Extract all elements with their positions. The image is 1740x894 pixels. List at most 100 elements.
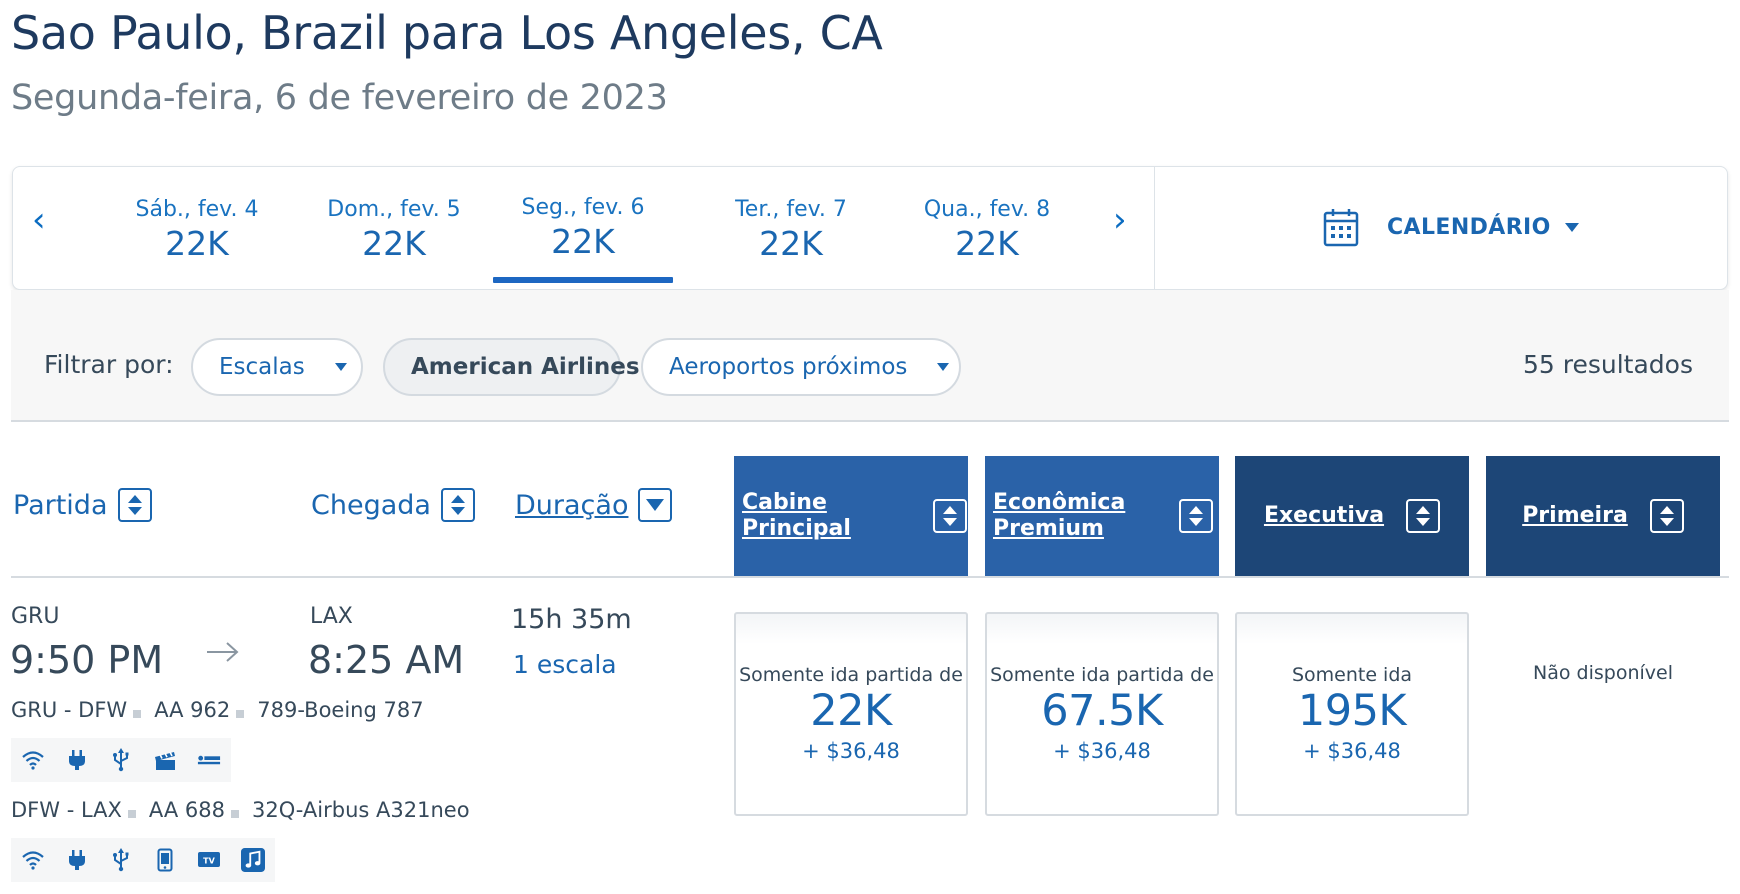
separator-square bbox=[230, 810, 239, 818]
caret-down-icon bbox=[1564, 222, 1579, 232]
route-title: Sao Paulo, Brazil para Los Angeles, CA bbox=[11, 6, 883, 60]
origin-code: GRU bbox=[11, 604, 60, 629]
date-option-sun-feb-5[interactable]: Dom., fev. 5 22K bbox=[304, 197, 484, 263]
tv-icon: TV bbox=[197, 848, 221, 872]
fare-label: Somente ida partida de bbox=[739, 664, 963, 686]
nearby-airports-dropdown[interactable]: Aeroportos próximos bbox=[641, 338, 961, 396]
sort-arrival-header[interactable]: Chegada bbox=[311, 488, 475, 522]
fare-first-unavailable: Não disponível bbox=[1533, 662, 1673, 684]
airline-filter-label: American Airlines bbox=[411, 354, 640, 380]
movie-icon bbox=[153, 748, 177, 772]
cabin-main-header[interactable]: Cabine Principal bbox=[734, 456, 968, 576]
segment-1-details: GRU - DFW AA 962 789-Boeing 787 bbox=[11, 698, 424, 722]
fare-tax: + $36,48 bbox=[802, 739, 900, 764]
cabin-premium-economy-header[interactable]: Econômica Premium bbox=[985, 456, 1219, 576]
cabin-business-header[interactable]: Executiva bbox=[1235, 456, 1469, 576]
fare-miles: 195K bbox=[1297, 686, 1407, 736]
sort-toggle-icon bbox=[1406, 499, 1441, 533]
power-outlet-icon bbox=[65, 848, 89, 872]
cabin-first-label: Primeira bbox=[1522, 502, 1628, 528]
segment-flight-number: AA 962 bbox=[154, 698, 231, 722]
fare-miles: 67.5K bbox=[1041, 686, 1163, 736]
usb-icon bbox=[109, 848, 133, 872]
sort-toggle-icon bbox=[932, 499, 967, 533]
date-option-mon-feb-6[interactable]: Seg., fev. 6 22K bbox=[493, 195, 673, 283]
svg-text:TV: TV bbox=[203, 857, 215, 866]
fare-miles: 22K bbox=[810, 686, 892, 736]
fare-label: Somente ida bbox=[1291, 664, 1413, 686]
separator-square bbox=[236, 710, 245, 718]
sort-toggle-icon bbox=[117, 488, 152, 522]
music-icon bbox=[241, 848, 265, 872]
segment-2-details: DFW - LAX AA 688 32Q-Airbus A321neo bbox=[11, 798, 470, 822]
date-option-wed-feb-8[interactable]: Qua., fev. 8 22K bbox=[897, 197, 1077, 263]
stops-filter-label: Escalas bbox=[219, 354, 305, 380]
chevron-right-icon[interactable]: › bbox=[1113, 200, 1127, 240]
power-outlet-icon bbox=[65, 748, 89, 772]
sort-toggle-icon bbox=[440, 488, 475, 522]
stops-filter-dropdown[interactable]: Escalas bbox=[191, 338, 363, 396]
date-label: Seg., fev. 6 bbox=[521, 195, 645, 220]
segment-aircraft: 789-Boeing 787 bbox=[257, 698, 424, 722]
date-label: Sáb., fev. 4 bbox=[135, 197, 259, 222]
strip-divider bbox=[1154, 167, 1155, 289]
sort-toggle-icon bbox=[1179, 499, 1214, 533]
caret-down-icon bbox=[937, 363, 950, 371]
arrow-right-icon bbox=[207, 642, 239, 662]
stops-link[interactable]: 1 escala bbox=[513, 650, 617, 679]
segment-2-amenities: TV bbox=[11, 838, 275, 882]
calendar-button[interactable]: CALENDÁRIO bbox=[1323, 207, 1579, 247]
sort-toggle-icon bbox=[1649, 499, 1684, 533]
fare-tax: + $36,48 bbox=[1303, 739, 1401, 764]
fare-business[interactable]: Somente ida 195K + $36,48 bbox=[1235, 612, 1469, 816]
fare-cabin-main[interactable]: Somente ida partida de 22K + $36,48 bbox=[734, 612, 968, 816]
calendar-icon bbox=[1323, 209, 1359, 247]
duration-header-label: Duração bbox=[515, 489, 629, 521]
fare-tax: + $36,48 bbox=[1053, 739, 1151, 764]
date-label: Dom., fev. 5 bbox=[327, 197, 461, 222]
separator-square bbox=[127, 810, 136, 818]
cabin-main-label: Cabine Principal bbox=[742, 489, 851, 541]
travel-date: Segunda-feira, 6 de fevereiro de 2023 bbox=[11, 78, 668, 118]
arrival-time: 8:25 AM bbox=[308, 638, 465, 682]
selected-date-indicator bbox=[493, 277, 673, 283]
cabin-premium-label: Econômica Premium bbox=[993, 489, 1126, 541]
fare-premium-economy[interactable]: Somente ida partida de 67.5K + $36,48 bbox=[985, 612, 1219, 816]
arrival-header-label: Chegada bbox=[311, 489, 431, 521]
cabin-first-header[interactable]: Primeira bbox=[1486, 456, 1720, 576]
sort-duration-header[interactable]: Duração bbox=[515, 488, 673, 522]
sort-departure-header[interactable]: Partida bbox=[13, 488, 152, 522]
segment-route: DFW - LAX bbox=[11, 798, 122, 822]
date-option-tue-feb-7[interactable]: Ter., fev. 7 22K bbox=[701, 197, 881, 263]
wifi-icon bbox=[21, 848, 45, 872]
segment-route: GRU - DFW bbox=[11, 698, 128, 722]
date-label: Qua., fev. 8 bbox=[923, 197, 1051, 222]
segment-flight-number: AA 688 bbox=[148, 798, 225, 822]
departure-time: 9:50 PM bbox=[10, 638, 164, 682]
cabin-business-label: Executiva bbox=[1263, 502, 1385, 528]
filter-label: Filtrar por: bbox=[44, 350, 174, 379]
departure-header-label: Partida bbox=[13, 489, 108, 521]
airline-filter-chip[interactable]: American Airlines bbox=[383, 338, 640, 396]
sort-descending-icon bbox=[638, 488, 673, 522]
chevron-left-icon[interactable]: ‹ bbox=[32, 200, 46, 240]
results-count: 55 resultados bbox=[1523, 350, 1693, 379]
segment-1-amenities bbox=[11, 738, 231, 782]
date-price: 22K bbox=[759, 224, 823, 263]
usb-icon bbox=[109, 748, 133, 772]
date-option-sat-feb-4[interactable]: Sáb., fev. 4 22K bbox=[107, 197, 287, 263]
date-price: 22K bbox=[165, 224, 229, 263]
flight-duration: 15h 35m bbox=[511, 604, 632, 635]
destination-code: LAX bbox=[310, 604, 353, 629]
header-divider bbox=[11, 576, 1729, 578]
fare-label: Somente ida partida de bbox=[990, 664, 1214, 686]
nearby-airports-label: Aeroportos próximos bbox=[669, 354, 908, 380]
device-entertainment-icon bbox=[153, 848, 177, 872]
wifi-icon bbox=[21, 748, 45, 772]
date-price: 22K bbox=[551, 222, 615, 261]
calendar-label: CALENDÁRIO bbox=[1387, 214, 1551, 240]
date-price: 22K bbox=[955, 224, 1019, 263]
separator-square bbox=[133, 710, 142, 718]
date-selector: ‹ Sáb., fev. 4 22K Dom., fev. 5 22K Seg.… bbox=[12, 166, 1728, 290]
date-label: Ter., fev. 7 bbox=[735, 197, 847, 222]
